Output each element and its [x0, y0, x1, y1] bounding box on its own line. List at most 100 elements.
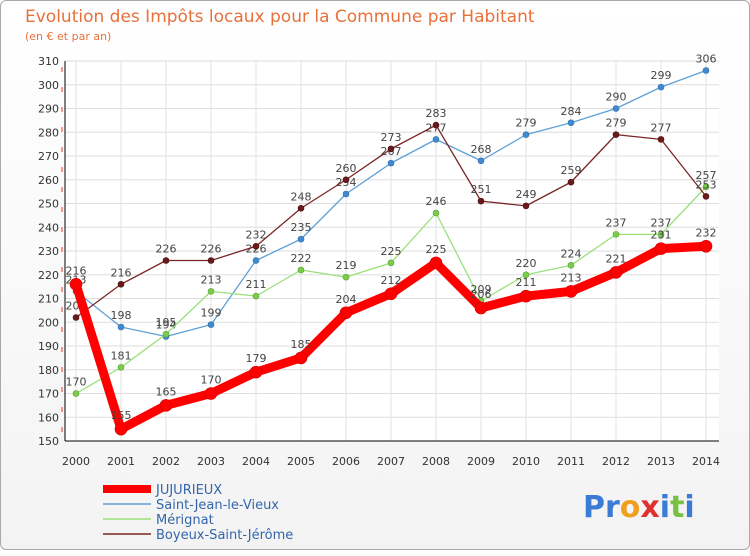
data-label: 195 [156, 316, 177, 329]
data-point [564, 285, 578, 298]
x-tick-label: 2006 [332, 455, 360, 468]
data-label: 290 [606, 91, 627, 104]
data-point [702, 67, 710, 74]
data-point [567, 261, 575, 269]
y-tick-label: 220 [38, 269, 59, 282]
data-point [522, 271, 530, 279]
series-saint-jean-le-vieux: 2131981941992262352542672772682792842902… [66, 53, 717, 340]
data-label: 259 [561, 164, 582, 177]
x-tick-label: 2009 [467, 455, 495, 468]
x-tick-label: 2002 [152, 455, 180, 468]
x-tick-label: 2004 [242, 455, 270, 468]
data-label: 198 [111, 309, 132, 322]
y-tick-label: 240 [38, 221, 59, 234]
data-label: 225 [381, 245, 402, 258]
data-point [117, 323, 125, 331]
data-label: 211 [516, 276, 537, 289]
data-label: 251 [471, 183, 492, 196]
data-label: 224 [561, 247, 582, 260]
data-point [384, 287, 398, 301]
data-label: 235 [291, 221, 312, 234]
data-point [477, 197, 485, 205]
data-point [204, 387, 218, 400]
data-point [387, 145, 395, 153]
data-point [612, 131, 620, 138]
data-point [567, 119, 575, 127]
series-group: 2131981941992262352542672772682792842902… [66, 53, 717, 436]
x-tick-label: 2005 [287, 455, 315, 468]
data-point [69, 277, 83, 291]
data-point [654, 242, 668, 255]
data-label: 179 [246, 352, 267, 365]
data-point [657, 231, 665, 238]
grid [65, 60, 719, 442]
data-label: 237 [651, 216, 672, 229]
data-label: 170 [66, 376, 87, 389]
data-label: 283 [426, 107, 447, 120]
data-label: 170 [201, 374, 222, 387]
data-label: 284 [561, 105, 582, 118]
data-point [474, 301, 488, 315]
data-point [72, 390, 80, 397]
data-label: 237 [606, 216, 627, 229]
legend: JUJURIEUXSaint-Jean-le-VieuxMérignatBoye… [103, 483, 293, 543]
x-tick-label: 2000 [62, 455, 90, 468]
data-point [342, 176, 350, 184]
data-label: 221 [606, 252, 627, 265]
y-tick-label: 170 [38, 388, 59, 401]
data-label: 204 [336, 293, 357, 306]
data-label: 299 [651, 69, 672, 82]
logo-letter: i [660, 490, 670, 525]
data-point [609, 266, 623, 279]
data-point [522, 131, 530, 138]
data-label: 219 [336, 259, 357, 272]
data-point [72, 314, 80, 321]
data-label: 226 [156, 243, 177, 256]
data-label: 225 [426, 243, 447, 256]
data-label: 257 [696, 169, 717, 182]
data-point [387, 259, 395, 267]
y-tick-label: 180 [38, 364, 59, 377]
axes: 150 160 170 180 190 200 210 220 230 240 250 260 270 2… [38, 55, 720, 468]
y-tick-label: 150 [38, 435, 59, 448]
data-point [159, 399, 173, 412]
data-point [117, 280, 125, 288]
data-label: 260 [336, 162, 357, 175]
data-label: 249 [516, 188, 537, 201]
data-label: 232 [246, 228, 267, 241]
logo-text: Proxiti [583, 490, 695, 525]
data-label: 246 [426, 195, 447, 208]
x-tick-label: 2014 [692, 455, 720, 468]
y-tick-label: 200 [38, 316, 59, 329]
data-point [252, 242, 260, 250]
y-tick-label: 210 [38, 293, 59, 306]
data-point [522, 202, 530, 210]
data-point [294, 351, 308, 365]
data-label: 199 [201, 307, 222, 320]
y-tick-label: 310 [38, 55, 59, 68]
legend-label: JUJURIEUX [155, 483, 222, 498]
data-label: 231 [651, 229, 672, 242]
data-point [207, 257, 215, 264]
data-point [297, 204, 305, 212]
data-point [114, 422, 128, 436]
logo-letter: t [670, 490, 684, 525]
data-label: 213 [561, 271, 582, 284]
data-point [612, 105, 620, 112]
data-label: 213 [201, 273, 222, 286]
x-tick-label: 2007 [377, 455, 405, 468]
legend-label: Mérignat [156, 513, 214, 528]
data-point [699, 239, 713, 253]
data-point [702, 193, 710, 200]
data-label: 206 [471, 288, 492, 301]
y-tick-label: 290 [38, 103, 59, 116]
x-tick-label: 2011 [557, 455, 585, 468]
x-tick-label: 2013 [647, 455, 675, 468]
data-label: 222 [291, 252, 312, 265]
y-tick-label: 230 [38, 245, 59, 258]
data-point [519, 289, 533, 303]
data-label: 273 [381, 131, 402, 144]
data-point [342, 273, 350, 281]
